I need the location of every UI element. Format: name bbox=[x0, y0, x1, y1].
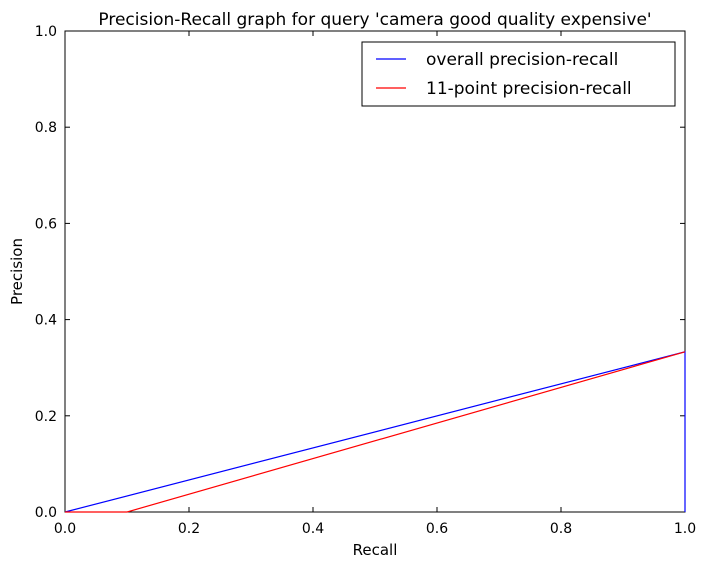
y-tick-label: 0.0 bbox=[35, 505, 57, 521]
plot-area bbox=[64, 30, 686, 513]
plot-frame bbox=[64, 30, 686, 513]
y-tick-label: 1.0 bbox=[35, 24, 57, 40]
legend-box bbox=[361, 41, 676, 107]
y-tick-label: 0.4 bbox=[35, 313, 57, 329]
series-layer bbox=[64, 351, 686, 513]
y-tick-label: 0.2 bbox=[35, 409, 57, 425]
y-axis-label: Precision bbox=[8, 238, 26, 305]
y-tick-label: 0.6 bbox=[35, 216, 57, 232]
x-tick-label: 0.8 bbox=[550, 521, 572, 537]
y-tick-label: 0.8 bbox=[35, 120, 57, 136]
chart-title: Precision-Recall graph for query 'camera… bbox=[98, 10, 651, 30]
x-tick-label: 0.6 bbox=[426, 521, 448, 537]
series-line-1 bbox=[64, 351, 686, 513]
x-tick-label: 0.0 bbox=[54, 521, 76, 537]
series-line-2 bbox=[65, 351, 686, 513]
x-tick-label: 1.0 bbox=[674, 521, 696, 537]
x-tick-label: 0.2 bbox=[178, 521, 200, 537]
x-tick-label: 0.4 bbox=[302, 521, 324, 537]
legend: overall precision-recall 11-point precisi… bbox=[361, 41, 676, 107]
legend-label-1: overall precision-recall bbox=[426, 50, 618, 70]
x-axis-ticks: 0.0 0.2 0.4 0.6 0.8 1.0 bbox=[54, 31, 696, 537]
x-axis-label: Recall bbox=[353, 541, 398, 559]
y-axis-ticks: 0.0 0.2 0.4 0.6 0.8 1.0 bbox=[35, 24, 685, 521]
legend-label-2: 11-point precision-recall bbox=[426, 79, 632, 99]
